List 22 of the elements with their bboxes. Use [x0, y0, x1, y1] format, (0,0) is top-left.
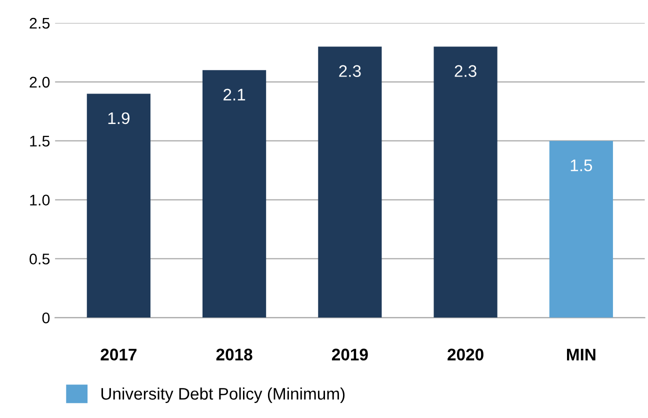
x-tick-label: MIN [567, 348, 596, 360]
bar [318, 46, 382, 318]
y-tick-label: 1.0 [30, 194, 50, 206]
y-tick-label: 2.5 [30, 18, 50, 29]
x-tick-label: 2019 [332, 348, 368, 360]
bar [86, 94, 150, 318]
bar [202, 70, 266, 318]
x-tick-label: 2017 [100, 348, 136, 360]
y-tick-label: 0 [42, 312, 50, 324]
data-label: 2.3 [454, 65, 476, 77]
data-label: 2.3 [339, 65, 361, 77]
bar [549, 140, 613, 318]
x-tick-label: 2018 [216, 348, 252, 360]
bar [434, 46, 498, 318]
data-label: 1.5 [570, 160, 592, 172]
y-tick-label: 2.0 [30, 76, 50, 88]
legend-label: University Debt Policy (Minimum) [101, 387, 345, 403]
y-tick-label: 1.5 [30, 136, 50, 147]
y-tick-label: 0.5 [30, 254, 50, 264]
data-label: 2.1 [224, 88, 246, 100]
data-label: 1.9 [108, 112, 130, 124]
x-tick-label: 2020 [448, 348, 484, 360]
